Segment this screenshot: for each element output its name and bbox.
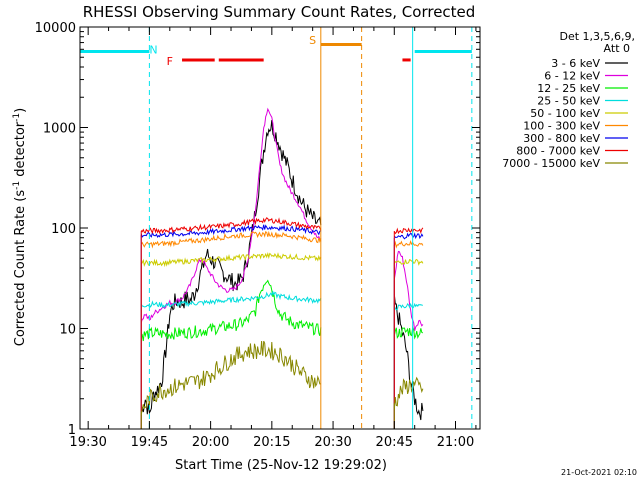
- chart-title: RHESSI Observing Summary Count Rates, Co…: [83, 3, 476, 21]
- footer-timestamp: 21-Oct-2021 02:10: [561, 468, 637, 477]
- x-tick-label: 20:45: [376, 435, 413, 450]
- legend-header-line1: Det 1,3,5,6,9,: [559, 30, 635, 43]
- legend-label: 6 - 12 keV: [544, 70, 600, 83]
- series-line: [393, 376, 424, 410]
- series-line: [140, 224, 322, 238]
- series-line: [393, 227, 424, 235]
- series-line: [140, 340, 321, 415]
- series-line: [393, 258, 424, 266]
- series-line: [140, 252, 322, 268]
- series-line: [140, 279, 322, 342]
- legend-label: 300 - 800 keV: [523, 132, 600, 145]
- y-tick-label: 10000: [35, 21, 76, 36]
- series-line: [393, 302, 423, 311]
- x-tick-label: 19:30: [69, 435, 106, 450]
- x-tick-label: 20:30: [314, 435, 351, 450]
- y-tick-label: 1: [68, 423, 76, 438]
- flag-label: F: [167, 55, 173, 68]
- axes-group: 1 10 100 1000 10000 19:30 19:45 20:00 20:15 20:30…: [35, 21, 481, 450]
- series-line: [140, 120, 322, 415]
- flag-label: N: [149, 43, 157, 56]
- y-axis-label: Corrected Count Rate (s-1 detector-1): [12, 108, 28, 346]
- series-line: [140, 230, 322, 249]
- series-line: [140, 290, 322, 309]
- series-line: [140, 107, 322, 324]
- series-line: [393, 239, 424, 249]
- series-line: [393, 250, 424, 331]
- series-group: [140, 107, 424, 429]
- series-line: [393, 293, 424, 421]
- y-tick-label: 100: [51, 222, 76, 237]
- series-line: [393, 232, 424, 240]
- legend-header-line2: Att 0: [604, 42, 630, 55]
- x-axis-label: Start Time (25-Nov-12 19:29:02): [175, 458, 387, 473]
- y-tick-label: 10: [59, 323, 76, 338]
- legend-label: 3 - 6 keV: [551, 57, 600, 70]
- legend-label: 100 - 300 keV: [523, 120, 600, 133]
- legend-label: 25 - 50 keV: [537, 95, 600, 108]
- x-tick-label: 19:45: [131, 435, 168, 450]
- legend-label: 50 - 100 keV: [530, 107, 600, 120]
- y-tick-label: 1000: [43, 122, 76, 137]
- series-line: [393, 325, 424, 340]
- x-tick-label: 20:15: [253, 435, 290, 450]
- legend-label: 7000 - 15000 keV: [502, 157, 600, 170]
- flag-label: S: [309, 34, 316, 47]
- series-line: [140, 217, 322, 235]
- legend-label: 12 - 25 keV: [537, 82, 600, 95]
- legend-label: 800 - 7000 keV: [516, 145, 600, 158]
- x-tick-label: 21:00: [437, 435, 474, 450]
- x-tick-label: 20:00: [192, 435, 229, 450]
